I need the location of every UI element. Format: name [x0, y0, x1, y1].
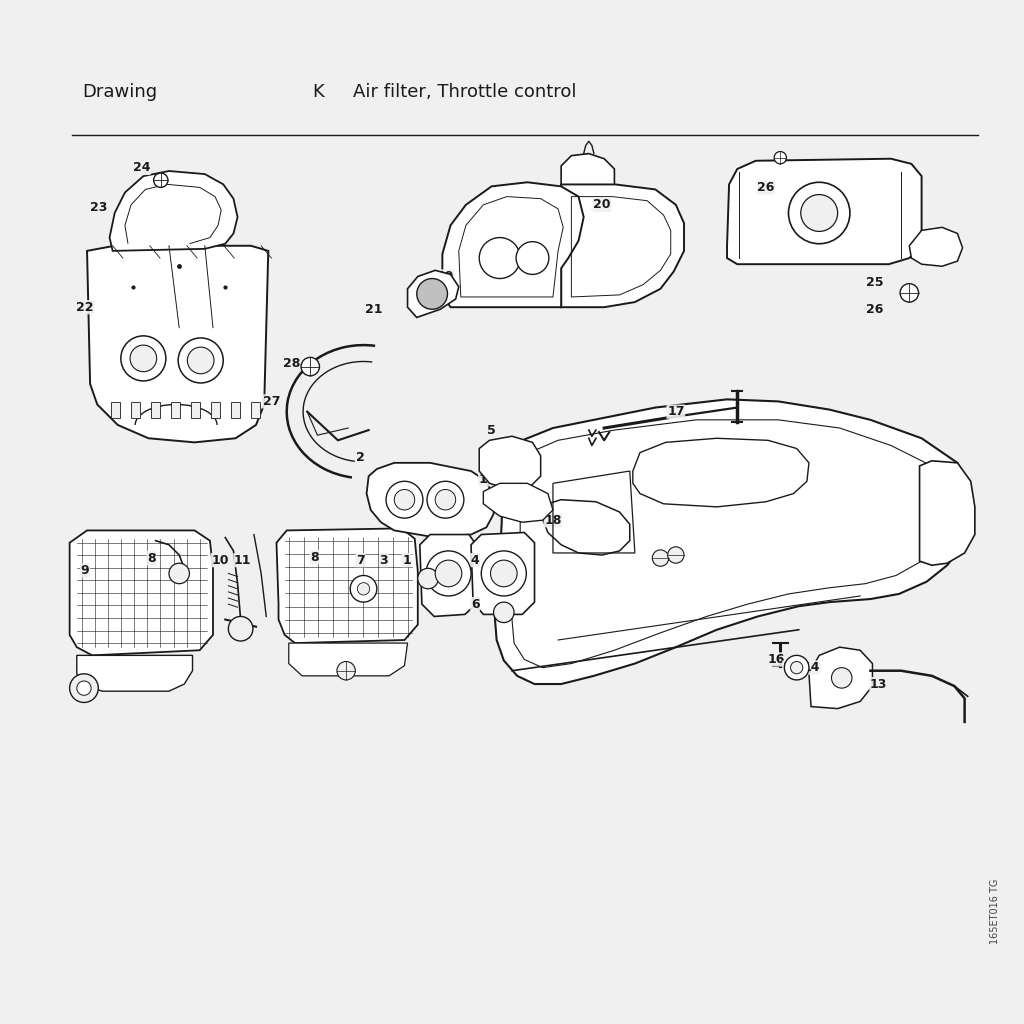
Bar — [111, 402, 120, 418]
Polygon shape — [633, 438, 809, 507]
Circle shape — [301, 357, 319, 376]
Text: 19: 19 — [437, 270, 454, 283]
Text: 24: 24 — [132, 162, 151, 174]
Circle shape — [481, 551, 526, 596]
Text: 5: 5 — [487, 424, 496, 436]
Circle shape — [178, 338, 223, 383]
Polygon shape — [541, 500, 630, 555]
Text: 22: 22 — [76, 301, 94, 313]
Polygon shape — [77, 655, 193, 691]
Circle shape — [435, 560, 462, 587]
Circle shape — [187, 347, 214, 374]
Text: 11: 11 — [233, 554, 252, 566]
Text: 26: 26 — [866, 303, 883, 315]
Circle shape — [121, 336, 166, 381]
Text: 23: 23 — [90, 202, 106, 214]
Circle shape — [900, 284, 919, 302]
Text: 9: 9 — [81, 564, 89, 577]
Text: 13: 13 — [870, 678, 887, 690]
Circle shape — [774, 152, 786, 164]
Circle shape — [479, 238, 520, 279]
Circle shape — [784, 655, 809, 680]
Polygon shape — [110, 171, 238, 251]
Circle shape — [77, 681, 91, 695]
Polygon shape — [420, 535, 476, 616]
Circle shape — [228, 616, 253, 641]
Text: 16: 16 — [768, 653, 784, 666]
Circle shape — [154, 173, 168, 187]
Text: 25: 25 — [865, 276, 884, 289]
Circle shape — [337, 662, 355, 680]
Bar — [251, 402, 260, 418]
Text: 15: 15 — [782, 662, 801, 674]
Text: 165ET016 TG: 165ET016 TG — [990, 879, 1000, 944]
Polygon shape — [909, 227, 963, 266]
Polygon shape — [87, 246, 268, 442]
Text: 21: 21 — [365, 303, 383, 315]
Text: 20: 20 — [593, 199, 611, 211]
Bar — [190, 402, 200, 418]
Text: 8: 8 — [310, 551, 318, 563]
Circle shape — [417, 279, 447, 309]
Circle shape — [357, 583, 370, 595]
Text: 17: 17 — [667, 406, 685, 418]
Polygon shape — [408, 270, 459, 317]
Text: 6: 6 — [471, 598, 479, 610]
Polygon shape — [442, 182, 584, 307]
Circle shape — [831, 668, 852, 688]
Polygon shape — [495, 399, 971, 684]
Text: 8: 8 — [147, 552, 156, 564]
Circle shape — [791, 662, 803, 674]
Circle shape — [426, 551, 471, 596]
Circle shape — [350, 575, 377, 602]
Polygon shape — [367, 463, 494, 537]
Polygon shape — [289, 643, 408, 676]
Text: 14: 14 — [802, 662, 820, 674]
Circle shape — [490, 560, 517, 587]
Polygon shape — [471, 532, 535, 614]
Text: 7: 7 — [356, 554, 365, 566]
Text: 10: 10 — [211, 554, 229, 566]
Circle shape — [394, 489, 415, 510]
Circle shape — [494, 602, 514, 623]
Polygon shape — [727, 159, 922, 264]
Circle shape — [130, 345, 157, 372]
Circle shape — [652, 550, 669, 566]
Polygon shape — [561, 184, 684, 307]
Text: 2: 2 — [356, 452, 365, 464]
Bar — [151, 402, 160, 418]
Circle shape — [418, 568, 438, 589]
Text: Air filter, Throttle control: Air filter, Throttle control — [353, 83, 577, 101]
Bar — [131, 402, 140, 418]
Circle shape — [427, 481, 464, 518]
Text: Drawing: Drawing — [82, 83, 157, 101]
Text: 18: 18 — [545, 514, 561, 526]
Circle shape — [435, 489, 456, 510]
Bar — [230, 402, 240, 418]
Polygon shape — [479, 436, 541, 489]
Text: K: K — [312, 83, 324, 101]
Circle shape — [386, 481, 423, 518]
Text: 28: 28 — [284, 357, 300, 370]
Circle shape — [516, 242, 549, 274]
Polygon shape — [809, 647, 872, 709]
Polygon shape — [276, 528, 418, 643]
Text: 27: 27 — [262, 395, 281, 408]
Circle shape — [788, 182, 850, 244]
Polygon shape — [483, 483, 553, 522]
Bar — [171, 402, 180, 418]
Circle shape — [70, 674, 98, 702]
Polygon shape — [70, 530, 213, 655]
Polygon shape — [561, 154, 614, 184]
Text: 12: 12 — [478, 473, 497, 485]
Bar — [211, 402, 220, 418]
Text: 3: 3 — [380, 554, 388, 566]
Polygon shape — [920, 461, 975, 565]
Text: 4: 4 — [471, 554, 479, 566]
Text: 1: 1 — [402, 554, 411, 566]
Circle shape — [169, 563, 189, 584]
Circle shape — [801, 195, 838, 231]
Circle shape — [668, 547, 684, 563]
Text: 26: 26 — [758, 181, 774, 194]
